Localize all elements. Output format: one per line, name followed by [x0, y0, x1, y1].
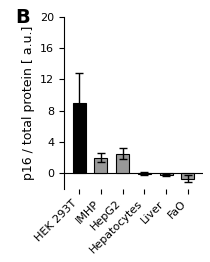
- Bar: [181, 173, 194, 179]
- Bar: [116, 154, 129, 173]
- Bar: [160, 173, 173, 175]
- Text: B: B: [15, 8, 30, 28]
- Bar: [138, 173, 151, 174]
- Bar: [73, 103, 86, 173]
- Bar: [94, 157, 107, 173]
- Y-axis label: p16 / total protein [ a.u.]: p16 / total protein [ a.u.]: [21, 26, 34, 180]
